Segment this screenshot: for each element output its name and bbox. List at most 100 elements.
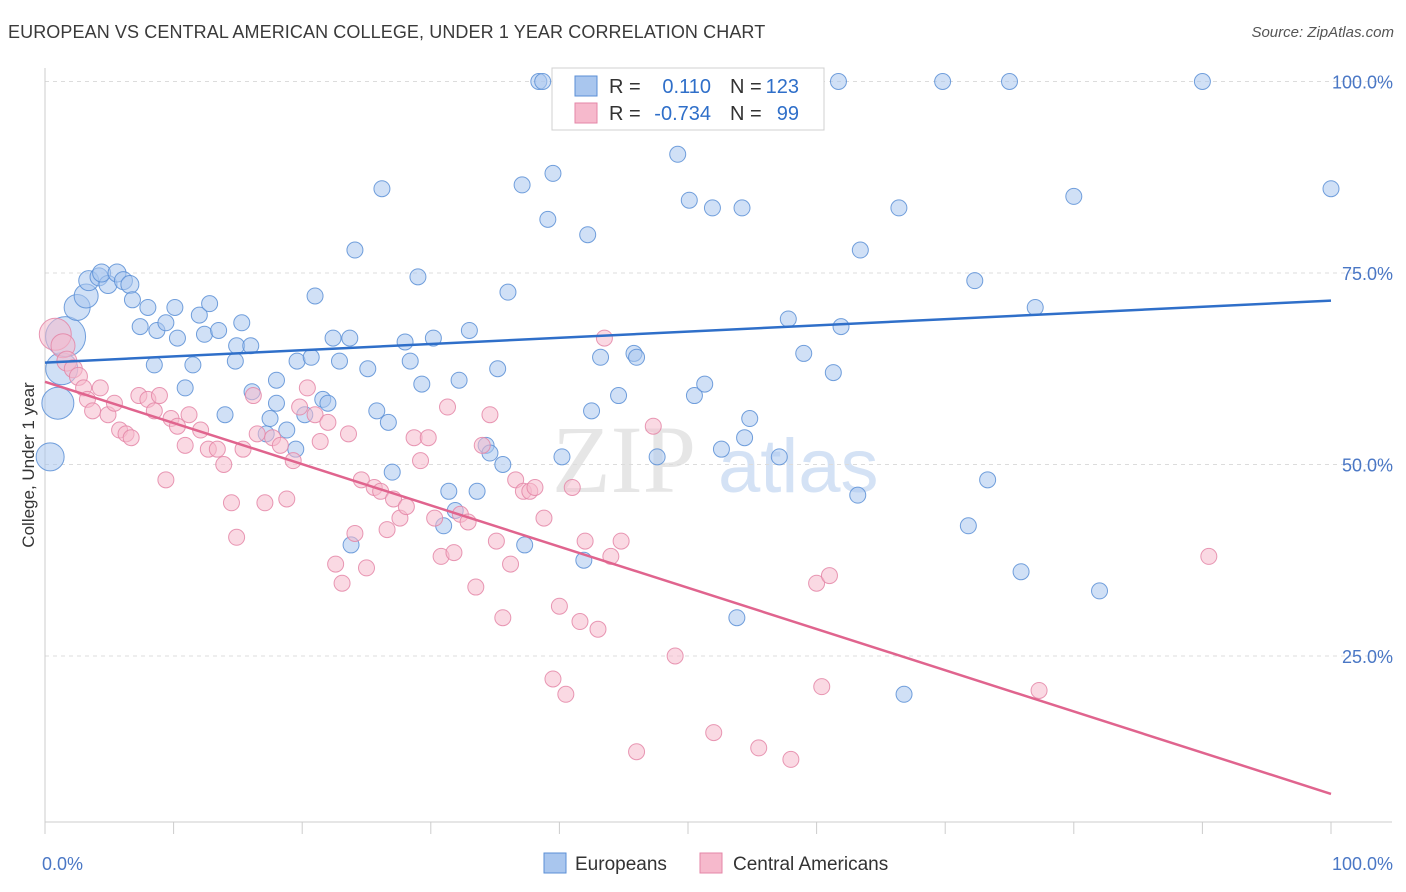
grid-lines [45, 81, 1392, 657]
point-central-americans-22 [180, 406, 198, 424]
point-europeans-69 [494, 456, 512, 473]
point-central-americans-26 [215, 456, 233, 473]
stats-r-label-europeans: R = [609, 76, 641, 98]
point-europeans-14 [131, 318, 149, 336]
point-central-americans-65 [481, 406, 499, 424]
point-central-americans-28 [228, 528, 246, 546]
point-europeans-96 [741, 410, 759, 428]
point-europeans-35 [267, 394, 285, 412]
point-europeans-75 [539, 210, 557, 228]
point-europeans-72 [516, 536, 534, 554]
point-europeans-115 [1091, 582, 1109, 600]
point-europeans-55 [396, 333, 414, 351]
point-europeans-34 [261, 410, 279, 428]
point-europeans-117 [1322, 180, 1340, 198]
point-europeans-27 [216, 406, 234, 424]
x-tick-label-min: 0.0% [42, 854, 83, 874]
point-central-americans-87 [705, 724, 723, 742]
point-central-americans-91 [813, 678, 831, 696]
watermark-zip: ZIP [552, 406, 696, 513]
point-europeans-1 [41, 386, 75, 420]
point-central-americans-77 [563, 478, 581, 496]
point-central-americans-82 [602, 547, 620, 565]
point-central-americans-42 [327, 555, 345, 573]
y-tick-label-50: 50.0% [1342, 456, 1393, 476]
point-europeans-79 [579, 226, 597, 244]
point-europeans-65 [468, 482, 486, 500]
point-europeans-58 [413, 375, 431, 393]
point-central-americans-56 [419, 429, 437, 447]
point-central-americans-17 [150, 387, 168, 405]
point-europeans-24 [195, 325, 213, 343]
stats-legend: R = 0.110 N = 123 R = -0.734 N = 99 [551, 67, 825, 131]
point-europeans-15 [139, 298, 157, 316]
point-europeans-49 [346, 241, 364, 259]
point-europeans-97 [770, 448, 788, 466]
point-europeans-56 [401, 352, 419, 370]
point-central-americans-50 [378, 521, 396, 539]
point-europeans-29 [228, 337, 246, 355]
point-central-americans-81 [595, 329, 613, 347]
point-central-americans-60 [445, 544, 463, 562]
point-europeans-44 [319, 394, 337, 412]
point-europeans-93 [728, 609, 746, 627]
point-europeans-64 [460, 321, 478, 339]
legend-label-europeans: Europeans [575, 854, 667, 875]
point-europeans-37 [278, 421, 296, 439]
stats-n-label-central-americans: N = [730, 103, 762, 125]
point-central-americans-90 [808, 574, 826, 592]
point-europeans-116 [1193, 73, 1211, 90]
point-europeans-19 [166, 298, 184, 316]
point-central-americans-44 [339, 425, 357, 443]
trend-line-europeans [44, 299, 1332, 364]
trend-lines [44, 299, 1332, 796]
point-europeans-71 [513, 176, 531, 194]
point-europeans-25 [201, 295, 219, 313]
point-europeans-0 [35, 442, 65, 472]
point-central-americans-64 [473, 436, 491, 454]
point-europeans-53 [379, 413, 397, 431]
point-central-americans-63 [467, 578, 485, 596]
point-europeans-61 [440, 482, 458, 500]
point-europeans-111 [1001, 73, 1018, 90]
point-europeans-92 [712, 440, 730, 458]
point-central-americans-78 [571, 613, 589, 631]
point-europeans-22 [184, 356, 202, 374]
stats-r-label-central-americans: R = [609, 103, 641, 125]
point-central-americans-45 [346, 524, 364, 542]
point-europeans-18 [157, 314, 175, 332]
y-axis-title: College, Under 1 year [19, 382, 38, 548]
point-central-americans-66 [487, 532, 505, 550]
point-europeans-89 [685, 387, 703, 405]
point-europeans-68 [489, 360, 507, 378]
legend-label-central-americans: Central Americans [733, 854, 888, 875]
point-europeans-28 [226, 352, 244, 370]
point-central-americans-59 [439, 398, 457, 416]
point-central-americans-88 [750, 739, 768, 757]
point-europeans-103 [849, 486, 867, 504]
point-europeans-100 [824, 364, 842, 382]
point-central-americans-89 [782, 750, 800, 768]
point-central-americans-30 [244, 387, 262, 405]
source-label: Source: ZipAtlas.com [1251, 24, 1394, 41]
point-europeans-21 [176, 379, 194, 397]
bottom-legend: Europeans Central Americans [543, 852, 888, 875]
point-central-americans-93 [1030, 681, 1048, 699]
point-europeans-99 [795, 344, 813, 362]
point-europeans-80 [583, 402, 601, 420]
point-europeans-16 [145, 356, 163, 374]
stats-r-value-europeans: 0.110 [662, 76, 711, 98]
point-europeans-84 [628, 348, 646, 366]
point-europeans-20 [168, 329, 186, 347]
point-central-americans-72 [526, 478, 544, 496]
point-central-americans-74 [544, 670, 562, 688]
point-central-americans-92 [820, 567, 838, 585]
legend-swatch-central-americans [699, 852, 723, 874]
point-central-americans-37 [291, 398, 309, 416]
point-central-americans-86 [666, 647, 684, 665]
point-central-americans-40 [311, 433, 329, 451]
stats-r-value-central-americans: -0.734 [654, 103, 711, 125]
point-central-americans-21 [176, 436, 194, 454]
point-europeans-54 [383, 463, 401, 481]
